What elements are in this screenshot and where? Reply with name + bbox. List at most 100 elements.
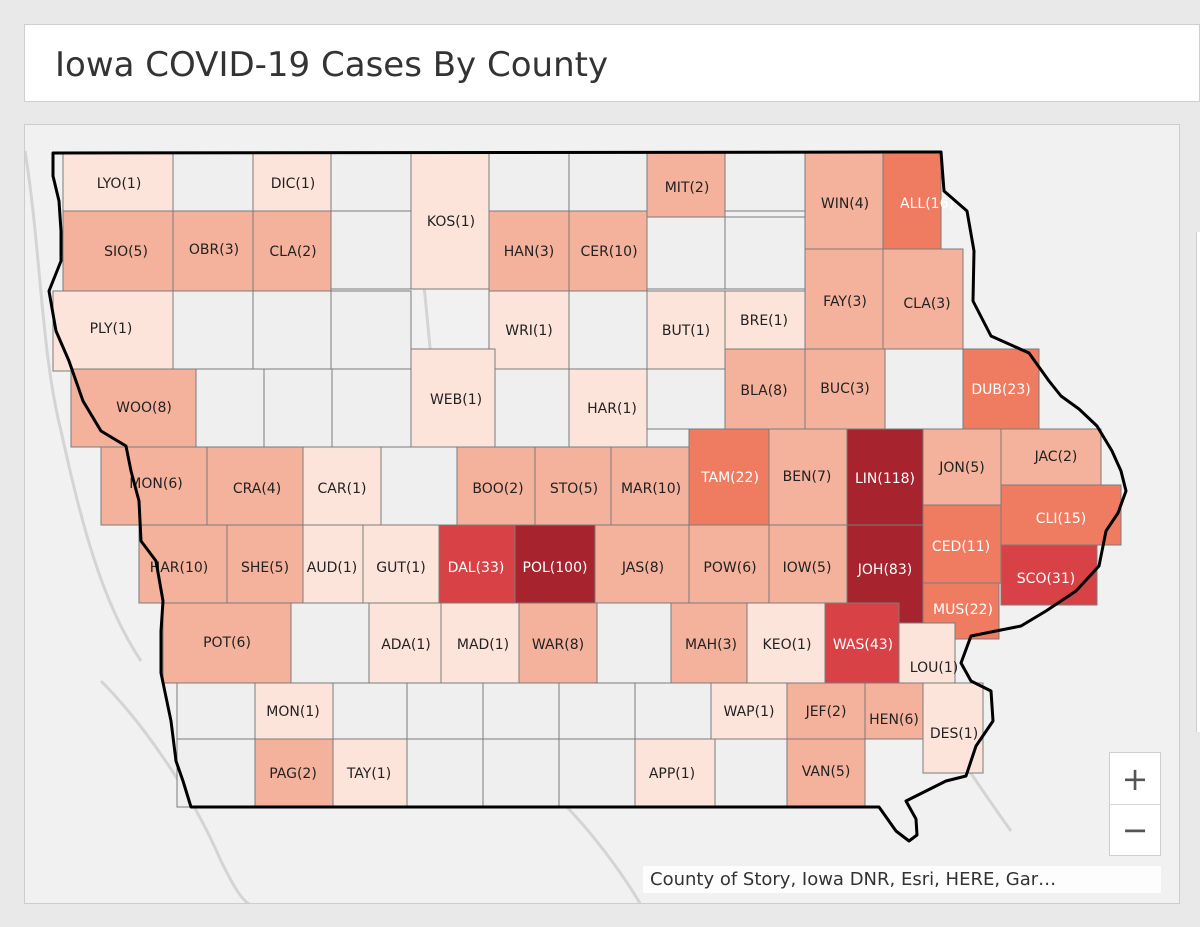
county-web-polygon[interactable] [410, 348, 496, 448]
county-sio-polygon[interactable] [62, 210, 174, 292]
county-no-data[interactable] [645, 216, 727, 290]
county-no-data[interactable] [252, 290, 334, 372]
county-no-data[interactable] [568, 290, 648, 372]
county-tay-polygon[interactable] [332, 738, 408, 808]
iowa-county-map[interactable]: LYO(1) DIC(1) KOS(1) MIT(2) WIN(4) ALL(16) SIO… [25, 125, 1180, 904]
county-sto-polygon[interactable] [534, 446, 612, 526]
zoom-in-button[interactable]: + [1110, 753, 1160, 805]
county-no-data[interactable] [558, 738, 636, 808]
county-no-data[interactable] [195, 368, 265, 448]
county-ada-polygon[interactable] [368, 602, 442, 684]
county-war-polygon[interactable] [518, 602, 598, 684]
county-no-data[interactable] [290, 602, 370, 684]
county-lou-polygon[interactable] [898, 622, 956, 684]
county-har-polygon[interactable] [568, 368, 648, 448]
county-keo-polygon[interactable] [746, 602, 826, 684]
county-dal-polygon[interactable] [438, 524, 516, 604]
county-label: CLA(3) [903, 296, 950, 312]
page-title: Iowa COVID-19 Cases By County [55, 45, 609, 85]
county-dic-polygon[interactable] [252, 152, 332, 212]
county-label: JON(5) [938, 460, 984, 476]
map-attribution: County of Story, Iowa DNR, Esri, HERE, G… [643, 866, 1161, 893]
county-she-polygon[interactable] [226, 524, 304, 604]
county-hen-polygon[interactable] [864, 682, 924, 740]
county-label: DAL(33) [448, 560, 505, 576]
county-no-data[interactable] [332, 682, 408, 740]
county-dub-polygon[interactable] [962, 348, 1040, 430]
county-no-data[interactable] [176, 738, 256, 808]
county-mit-polygon[interactable] [646, 152, 726, 218]
county-label: BUT(1) [662, 323, 710, 339]
county-no-data[interactable] [330, 210, 412, 290]
county-no-data[interactable] [714, 738, 788, 808]
county-no-data[interactable] [263, 368, 333, 448]
map-panel[interactable]: LYO(1) DIC(1) KOS(1) MIT(2) WIN(4) ALL(16) SIO… [24, 124, 1180, 904]
county-label: CAR(1) [318, 481, 367, 497]
county-no-data[interactable] [330, 152, 412, 212]
county-label: LIN(118) [855, 471, 915, 487]
county-no-data[interactable] [488, 152, 570, 212]
county-pol-polygon[interactable] [514, 524, 596, 604]
county-no-data[interactable] [406, 738, 484, 808]
county-label: BLA(8) [740, 383, 787, 399]
county-but-polygon[interactable] [646, 290, 726, 370]
county-sco-polygon[interactable] [1000, 544, 1098, 606]
county-no-data[interactable] [380, 446, 458, 526]
county-cli-polygon[interactable] [1000, 484, 1122, 546]
county-no-data[interactable] [724, 216, 806, 290]
county-gut-polygon[interactable] [362, 524, 440, 604]
county-app-polygon[interactable] [634, 738, 716, 808]
county-layer [52, 152, 1122, 808]
county-jac-polygon[interactable] [1000, 428, 1102, 486]
county-wap-polygon[interactable] [710, 682, 788, 740]
county-ply-polygon[interactable] [52, 290, 174, 372]
county-no-data[interactable] [494, 368, 570, 448]
county-bre-polygon[interactable] [724, 290, 806, 350]
county-no-data[interactable] [331, 368, 413, 448]
county-iow-polygon[interactable] [768, 524, 848, 604]
county-label: JAC(2) [1034, 449, 1078, 465]
county-no-data[interactable] [882, 348, 964, 430]
county-mar-polygon[interactable] [610, 446, 690, 526]
county-no-data[interactable] [406, 682, 484, 740]
county-label: BEN(7) [783, 469, 832, 485]
county-han-polygon[interactable] [488, 210, 570, 292]
zoom-out-button[interactable]: − [1121, 810, 1149, 849]
county-no-data[interactable] [176, 682, 256, 740]
county-no-data[interactable] [596, 602, 672, 684]
county-mad-polygon[interactable] [440, 602, 520, 684]
county-label: HAR(10) [150, 560, 209, 576]
county-cer-polygon[interactable] [568, 210, 648, 292]
county-no-data[interactable] [646, 368, 728, 430]
county-kos-polygon[interactable] [410, 152, 490, 290]
county-no-data[interactable] [482, 682, 560, 740]
county-bla-polygon[interactable] [724, 348, 806, 430]
county-label: CLA(2) [269, 244, 316, 260]
county-jas-polygon[interactable] [594, 524, 690, 604]
county-pot-polygon[interactable] [162, 602, 292, 684]
county-no-data[interactable] [568, 152, 648, 212]
county-label: POT(6) [203, 635, 251, 651]
county-cla-polygon[interactable] [252, 210, 332, 292]
county-no-data[interactable] [172, 290, 254, 372]
county-label: POL(100) [523, 560, 588, 576]
county-label: LOU(1) [910, 660, 958, 676]
county-no-data[interactable] [172, 152, 254, 212]
county-pow-polygon[interactable] [688, 524, 770, 604]
county-no-data[interactable] [724, 152, 806, 212]
county-no-data[interactable] [482, 738, 560, 808]
county-car-polygon[interactable] [302, 446, 382, 526]
county-cla-polygon[interactable] [882, 248, 964, 350]
county-label: WIN(4) [821, 196, 869, 212]
county-mon-polygon[interactable] [254, 682, 334, 740]
county-label: OBR(3) [189, 242, 239, 258]
county-no-data[interactable] [634, 682, 712, 740]
county-label: CRA(4) [233, 481, 281, 497]
county-no-data[interactable] [558, 682, 636, 740]
county-label: MIT(2) [665, 180, 710, 196]
county-fay-polygon[interactable] [804, 248, 886, 350]
county-no-data[interactable] [330, 290, 412, 372]
county-woo-polygon[interactable] [70, 368, 197, 448]
county-wri-polygon[interactable] [488, 290, 570, 370]
side-panel-edge [1196, 232, 1200, 732]
